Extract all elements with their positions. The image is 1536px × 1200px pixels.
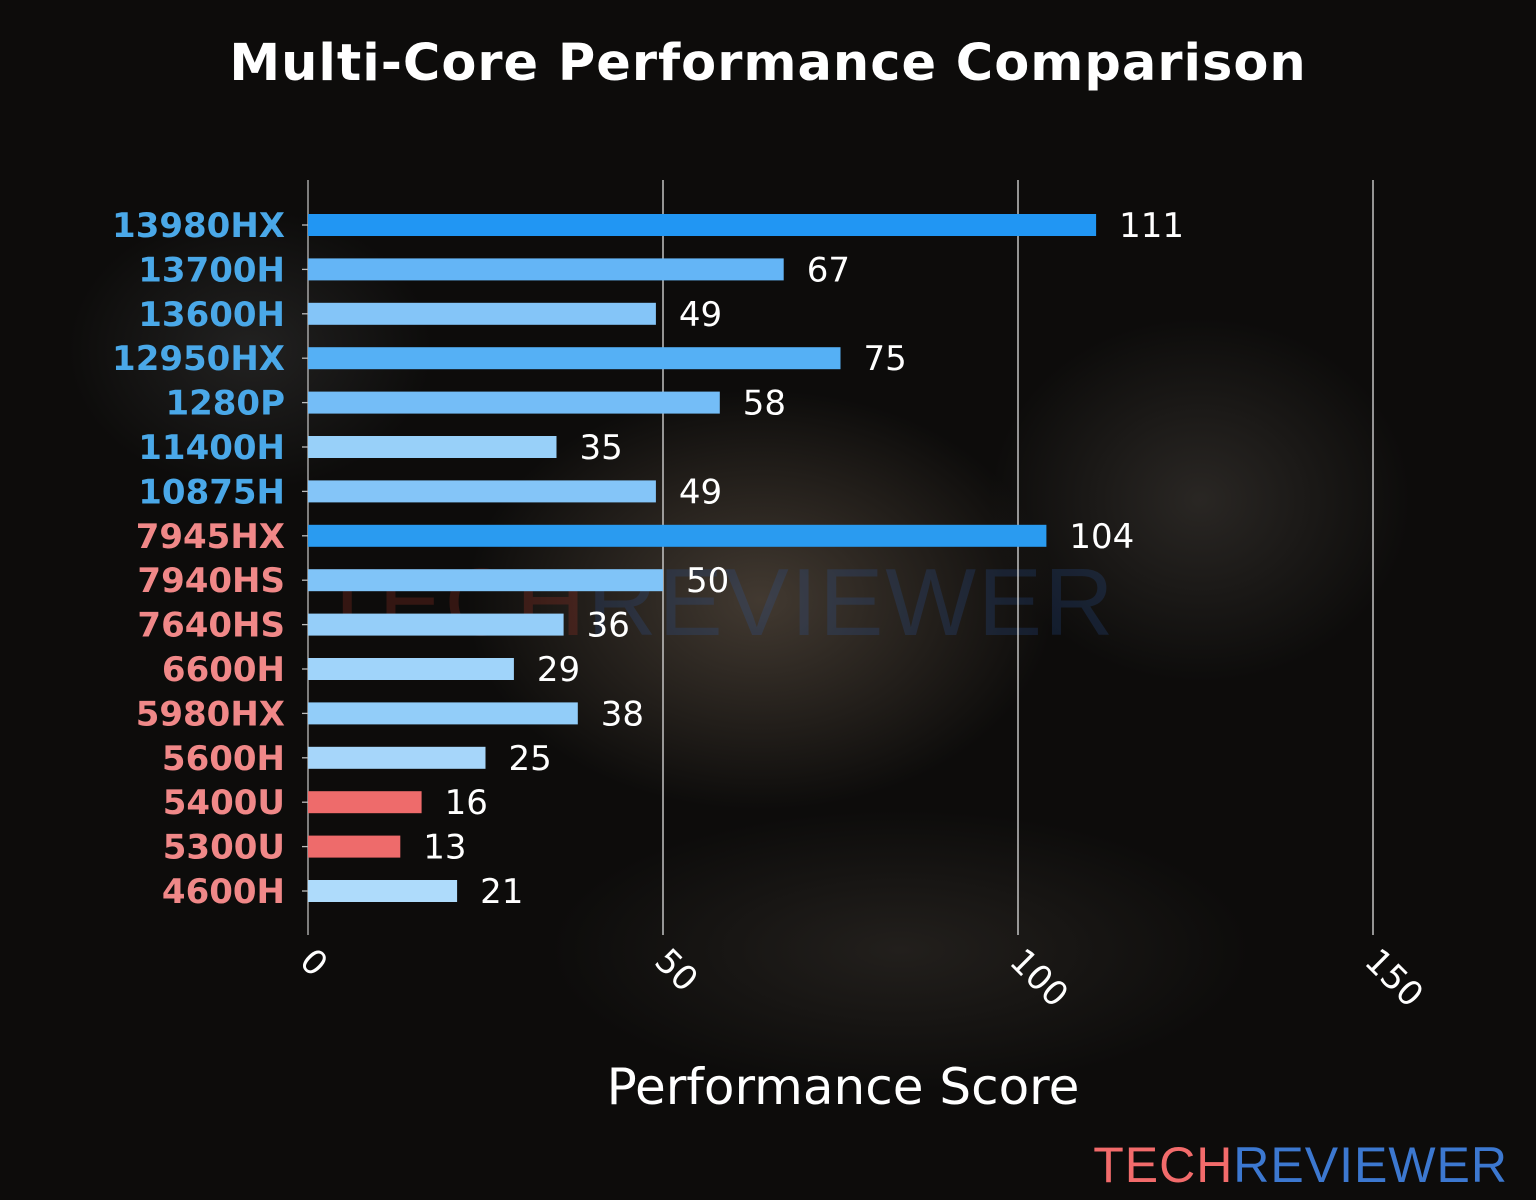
data-label: 16 (445, 783, 488, 823)
y-tick-label: 13700H (138, 250, 285, 290)
y-tick-label: 5980HX (136, 694, 285, 734)
bar (308, 258, 784, 281)
y-tick-label: 5300U (163, 828, 285, 868)
y-tick-label: 7640HS (137, 606, 285, 646)
y-tick-label: 13980HX (112, 206, 285, 246)
logo-reviewer: REVIEWER (1233, 1137, 1508, 1193)
bar (308, 791, 422, 814)
x-tick-label: 50 (647, 941, 706, 1000)
x-tick-label: 150 (1357, 941, 1431, 1015)
data-label: 21 (480, 872, 523, 912)
bar (308, 524, 1047, 547)
bar (308, 569, 663, 592)
y-tick-label: 11400H (138, 428, 285, 468)
bar (308, 391, 720, 414)
data-label: 36 (587, 606, 630, 646)
data-label: 67 (807, 250, 850, 290)
bar (308, 347, 841, 370)
watermark: TECHREVIEWER (318, 548, 1115, 658)
data-label: 50 (686, 561, 729, 601)
y-tick-label: 5400U (163, 783, 285, 823)
bar (308, 436, 557, 458)
data-label: 49 (679, 472, 722, 512)
bar (308, 746, 486, 769)
data-label: 25 (509, 739, 552, 779)
x-axis-label: Performance Score (607, 1058, 1080, 1116)
x-tick-label: 0 (292, 941, 336, 985)
bar (308, 658, 514, 680)
y-tick-label: 7945HX (136, 517, 285, 557)
watermark-reviewer: REVIEWER (587, 549, 1116, 656)
y-tick-label: 6600H (162, 650, 285, 690)
y-tick-label: 4600H (162, 872, 285, 912)
data-label: 13 (423, 828, 466, 868)
y-tick-label: 13600H (138, 295, 285, 335)
techreviewer-logo: TECHREVIEWER (1093, 1136, 1508, 1194)
data-label: 75 (864, 339, 907, 379)
bar (308, 835, 401, 858)
bar (308, 880, 458, 902)
bar (308, 214, 1097, 236)
bar (308, 613, 564, 636)
data-label: 104 (1069, 517, 1134, 557)
y-tick-label: 10875H (138, 472, 285, 512)
data-label: 29 (537, 650, 580, 690)
chart-title: Multi-Core Performance Comparison (229, 34, 1307, 93)
y-tick-label: 5600H (162, 739, 285, 779)
data-label: 111 (1119, 206, 1184, 246)
data-label: 58 (743, 384, 786, 424)
bar (308, 302, 656, 325)
y-tick-label: 7940HS (137, 561, 285, 601)
data-label: 38 (601, 694, 644, 734)
x-tick-label: 100 (1002, 941, 1076, 1015)
data-label: 49 (679, 295, 722, 335)
y-tick-label: 1280P (165, 384, 285, 424)
logo-tech: TECH (1093, 1137, 1234, 1193)
y-tick-label: 12950HX (112, 339, 285, 379)
watermark-tech: TECH (318, 549, 588, 656)
bar (308, 702, 578, 725)
data-label: 35 (580, 428, 623, 468)
bar (308, 480, 656, 503)
